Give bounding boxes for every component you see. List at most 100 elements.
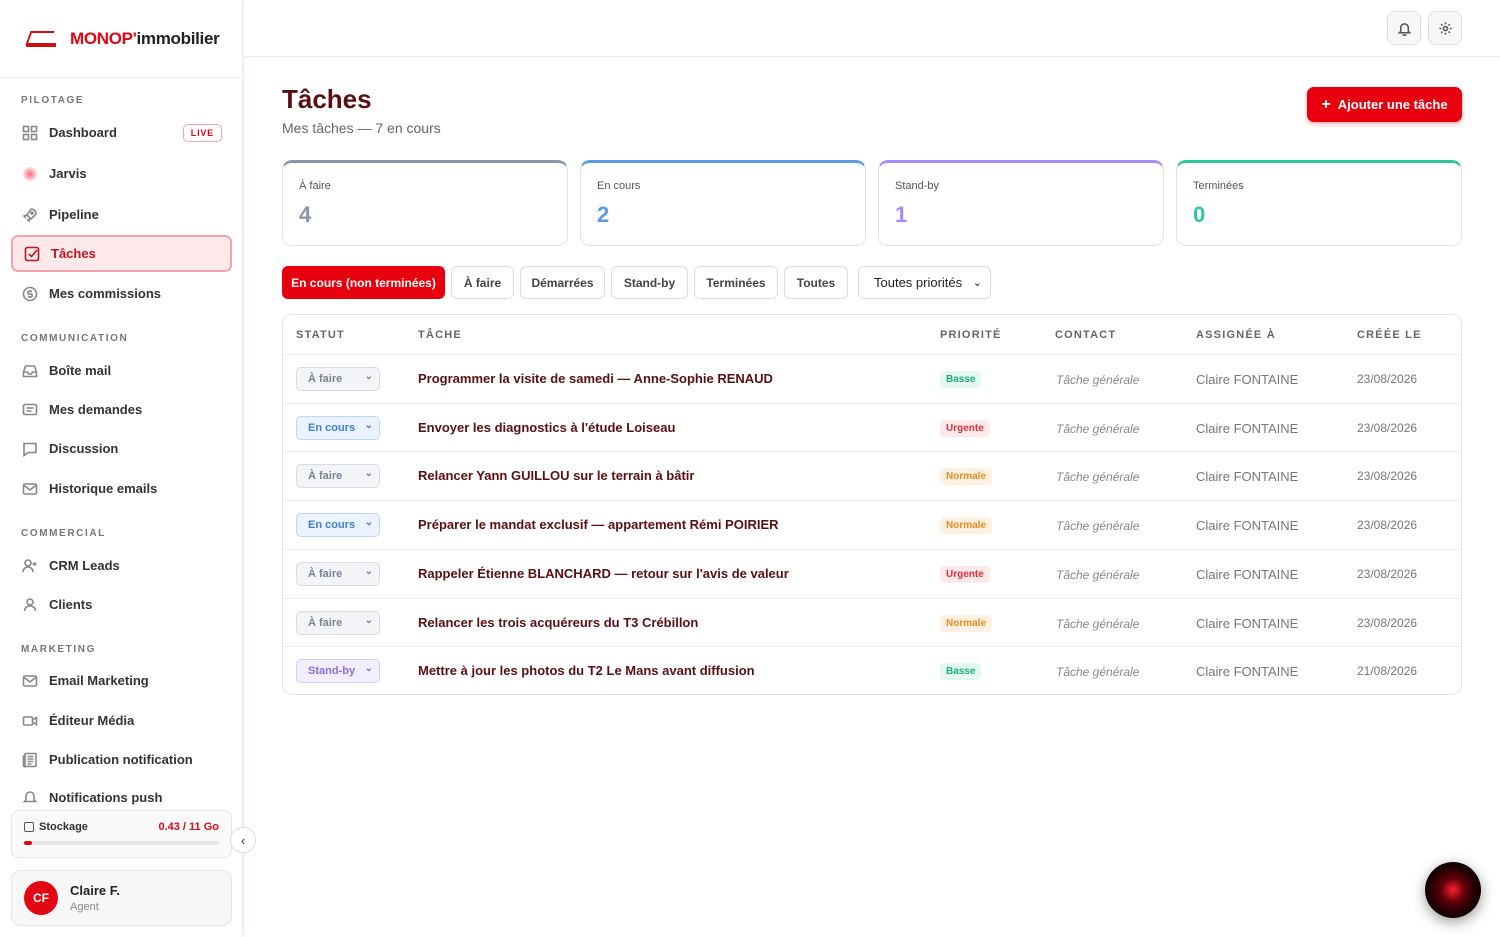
- video-icon: [22, 713, 38, 729]
- user-icon: [22, 597, 38, 613]
- sidebar-item-jarvis[interactable]: Jarvis: [11, 155, 232, 192]
- settings-button[interactable]: [1428, 11, 1462, 45]
- priority-badge: Basse: [940, 371, 982, 388]
- assignee-cell: Claire FONTAINE: [1196, 372, 1299, 387]
- sidebar-item-label: Clients: [49, 597, 93, 612]
- chevron-down-icon: ⌄: [364, 468, 373, 480]
- stat-label: Stand-by: [895, 180, 940, 192]
- chevron-down-icon: ⌄: [364, 565, 373, 577]
- sidebar-item-mes-commissions[interactable]: Mes commissions: [11, 275, 232, 312]
- sidebar-item-email-marketing[interactable]: Email Marketing: [11, 662, 232, 699]
- user-card[interactable]: CF Claire F. Agent: [11, 870, 232, 926]
- chevron-down-icon: ⌄: [364, 419, 373, 431]
- table-row[interactable]: À faire ⌄ Relancer les trois acquéreurs du…: [283, 597, 1461, 647]
- inbox-icon: [22, 363, 38, 379]
- contact-cell: Tâche générale: [1056, 519, 1140, 534]
- assignee-cell: Claire FONTAINE: [1196, 615, 1299, 631]
- newspaper-icon: [22, 752, 38, 768]
- filter-toutes[interactable]: Toutes: [784, 266, 848, 299]
- assignee-cell: Claire FONTAINE: [1196, 518, 1299, 534]
- status-select[interactable]: À faire ⌄: [296, 561, 380, 586]
- plus-icon: +: [1321, 95, 1331, 113]
- priority-select[interactable]: Toutes priorités ⌄: [858, 266, 991, 299]
- sidebar-item-mes-demandes[interactable]: Mes demandes: [11, 391, 232, 428]
- sidebar-item-label: Boîte mail: [49, 363, 112, 378]
- filter-a-faire[interactable]: À faire: [451, 266, 514, 299]
- logo[interactable]: MONOP'immobilier: [0, 0, 242, 78]
- grid-icon: [22, 125, 38, 141]
- sidebar-item-editeur-media[interactable]: Éditeur Média: [11, 702, 232, 739]
- column-header: CONTACT: [1055, 329, 1117, 341]
- filter-stand-by[interactable]: Stand-by: [611, 266, 688, 299]
- task-title[interactable]: Rappeler Étienne BLANCHARD — retour sur …: [418, 565, 789, 581]
- table-row[interactable]: Stand-by ⌄ Mettre à jour les photos du T2 …: [283, 646, 1461, 694]
- task-title[interactable]: Mettre à jour les photos du T2 Le Mans a…: [418, 663, 755, 679]
- sidebar-item-notifications-push[interactable]: Notifications push: [11, 781, 232, 805]
- assignee-cell: Claire FONTAINE: [1196, 469, 1299, 485]
- stat-card-terminees: Terminées 0: [1176, 160, 1462, 246]
- sidebar: MONOP'immobilier PILOTAGE Dashboard LIVE…: [0, 0, 243, 937]
- status-select[interactable]: À faire ⌄: [296, 464, 380, 489]
- sidebar-item-dashboard[interactable]: Dashboard LIVE: [11, 114, 232, 151]
- table-row[interactable]: À faire ⌄ Rappeler Étienne BLANCHARD — ret…: [283, 548, 1461, 598]
- sidebar-item-boite-mail[interactable]: Boîte mail: [11, 352, 232, 389]
- created-date-cell: 23/08/2026: [1357, 469, 1418, 484]
- jarvis-assistant-button[interactable]: [1425, 862, 1481, 918]
- sidebar-item-label: Publication notification: [49, 752, 193, 767]
- stat-value: 4: [299, 202, 312, 227]
- status-select[interactable]: En cours ⌄: [296, 415, 380, 440]
- sidebar-item-taches[interactable]: Tâches: [11, 235, 232, 272]
- status-select[interactable]: En cours ⌄: [296, 513, 380, 538]
- sidebar-item-crm-leads[interactable]: CRM Leads: [11, 547, 232, 584]
- task-title[interactable]: Programmer la visite de samedi — Anne-So…: [418, 371, 773, 386]
- stat-value: 1: [895, 202, 908, 227]
- assignee-cell: Claire FONTAINE: [1196, 566, 1299, 582]
- sidebar-item-clients[interactable]: Clients: [11, 586, 232, 623]
- column-header: PRIORITÉ: [940, 329, 1002, 341]
- notifications-button[interactable]: [1387, 11, 1421, 45]
- task-title[interactable]: Relancer les trois acquéreurs du T3 Créb…: [418, 614, 699, 630]
- rocket-icon: [22, 207, 38, 223]
- filter-en-cours[interactable]: En cours (non terminées): [282, 266, 445, 299]
- task-title[interactable]: Envoyer les diagnostics à l'étude Loisea…: [418, 419, 676, 435]
- storage-progress-bar: [24, 841, 219, 845]
- created-date-cell: 23/08/2026: [1357, 615, 1418, 630]
- sidebar-item-pipeline[interactable]: Pipeline: [11, 196, 232, 233]
- sidebar-item-label: Pipeline: [49, 207, 99, 222]
- page-subtitle: Mes tâches — 7 en cours: [282, 120, 441, 136]
- mail-icon: [22, 481, 38, 497]
- bell-icon: [22, 789, 38, 805]
- priority-badge: Urgente: [940, 565, 990, 583]
- table-row[interactable]: En cours ⌄ Envoyer les diagnostics à l'étu…: [283, 402, 1461, 452]
- section-label-commercial: COMMERCIAL: [21, 528, 106, 539]
- table-row[interactable]: À faire ⌄ Programmer la visite de samedi —…: [283, 354, 1461, 403]
- task-title[interactable]: Relancer Yann GUILLOU sur le terrain à b…: [418, 468, 695, 484]
- chevron-left-icon: ‹: [240, 832, 246, 848]
- status-select[interactable]: À faire ⌄: [296, 610, 380, 635]
- table-row[interactable]: En cours ⌄ Préparer le mandat exclusif — a…: [283, 500, 1461, 549]
- table-row[interactable]: À faire ⌄ Relancer Yann GUILLOU sur le ter…: [283, 451, 1461, 500]
- task-title[interactable]: Préparer le mandat exclusif — appartemen…: [418, 517, 779, 533]
- contact-cell: Tâche générale: [1056, 421, 1140, 436]
- live-badge: LIVE: [182, 123, 222, 142]
- stat-value: 2: [597, 202, 610, 227]
- sidebar-item-historique-emails[interactable]: Historique emails: [11, 470, 232, 507]
- column-header: TÂCHE: [418, 329, 462, 341]
- sidebar-item-publication-notification[interactable]: Publication notification: [11, 741, 232, 778]
- filter-demarrees[interactable]: Démarrées: [520, 266, 605, 299]
- status-select[interactable]: À faire ⌄: [296, 367, 380, 391]
- status-select[interactable]: Stand-by ⌄: [296, 659, 380, 684]
- collapse-sidebar-button[interactable]: ‹: [230, 827, 256, 853]
- checkbox-icon: [24, 246, 40, 262]
- priority-badge: Normale: [940, 517, 993, 535]
- sidebar-item-label: Discussion: [49, 441, 119, 456]
- sidebar-item-discussion[interactable]: Discussion: [11, 430, 232, 467]
- logo-icon: [24, 27, 58, 51]
- add-task-button[interactable]: + Ajouter une tâche: [1307, 87, 1462, 122]
- stat-card-stand-by: Stand-by 1: [878, 160, 1164, 246]
- stat-card-a-faire: À faire 4: [282, 160, 568, 246]
- priority-badge: Urgente: [940, 419, 990, 437]
- priority-badge: Normale: [940, 468, 993, 486]
- filter-terminees[interactable]: Terminées: [694, 266, 778, 299]
- contact-cell: Tâche générale: [1056, 567, 1140, 582]
